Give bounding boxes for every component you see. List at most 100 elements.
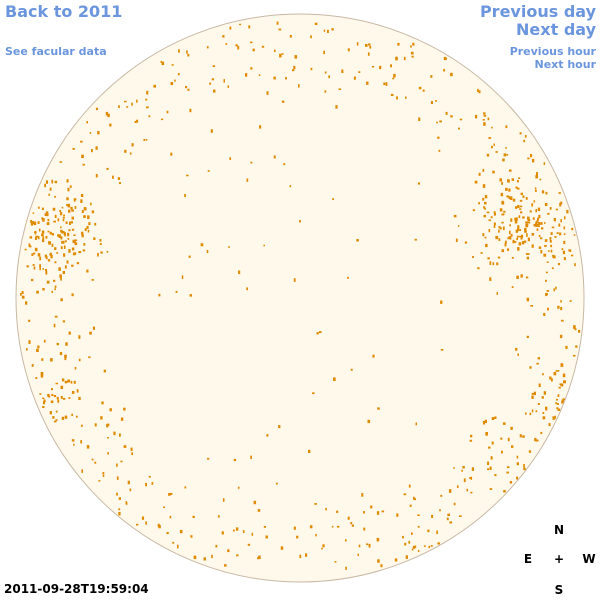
facula-mark (515, 347, 518, 351)
facula-mark (409, 504, 412, 507)
facula-mark (42, 397, 45, 400)
facula-mark (553, 218, 556, 222)
facula-mark (47, 230, 50, 233)
facula-mark (557, 370, 560, 372)
next-day-link[interactable]: Next day (516, 20, 596, 39)
facula-mark (64, 265, 67, 269)
facula-mark (544, 245, 547, 247)
facula-mark (51, 243, 54, 247)
facula-mark (500, 192, 504, 197)
facula-mark (484, 201, 487, 205)
facula-mark (75, 239, 78, 241)
facula-mark (562, 373, 566, 378)
facula-mark (490, 216, 493, 219)
facula-mark (55, 419, 58, 421)
facula-mark (543, 312, 546, 316)
facula-mark (487, 117, 490, 121)
facula-mark (526, 233, 528, 237)
facula-mark (289, 185, 292, 188)
see-facular-data-link[interactable]: See facular data (5, 45, 107, 58)
back-to-year-link[interactable]: Back to 2011 (5, 2, 123, 21)
facula-mark (519, 434, 522, 438)
facula-mark (81, 469, 83, 473)
facula-mark (336, 525, 340, 528)
facula-mark (37, 345, 40, 349)
facula-mark (178, 49, 180, 53)
facula-mark (151, 482, 154, 485)
facula-mark (39, 264, 41, 268)
facula-mark (296, 535, 299, 539)
facula-mark (508, 169, 512, 172)
facula-mark (560, 219, 562, 223)
previous-day-link[interactable]: Previous day (479, 2, 596, 21)
facula-mark (494, 474, 497, 477)
facula-mark (439, 120, 442, 123)
facula-mark (48, 193, 51, 196)
facula-mark (169, 492, 173, 495)
facula-mark (97, 252, 99, 257)
facula-mark (518, 242, 522, 246)
facula-mark (459, 515, 462, 517)
facula-mark (535, 224, 538, 227)
facula-mark (508, 196, 511, 200)
facula-mark (80, 140, 83, 143)
facula-mark (257, 557, 259, 560)
facula-mark (475, 114, 478, 119)
facula-mark (515, 229, 518, 233)
facula-mark (74, 366, 77, 370)
facula-mark (450, 115, 453, 118)
facula-mark (187, 88, 190, 91)
facula-mark (70, 221, 73, 224)
facula-mark (517, 247, 520, 251)
facula-mark (478, 172, 481, 176)
facula-mark (63, 245, 66, 249)
facula-mark (91, 458, 94, 461)
facula-mark (498, 238, 501, 241)
facula-mark (80, 193, 84, 197)
facula-mark (53, 323, 56, 328)
facula-mark (73, 234, 76, 236)
facula-mark (74, 206, 77, 209)
facula-mark (552, 254, 555, 258)
facula-mark (246, 178, 249, 182)
facula-mark (498, 229, 500, 233)
facula-mark (56, 342, 59, 346)
facula-mark (489, 466, 492, 470)
next-hour-link[interactable]: Next hour (534, 58, 597, 71)
facula-mark (393, 73, 396, 78)
facula-mark (71, 391, 75, 394)
facula-mark (575, 345, 578, 348)
facula-mark (427, 529, 430, 533)
facula-mark (46, 280, 50, 284)
facula-mark (93, 237, 96, 240)
facula-mark (62, 398, 66, 400)
facula-mark (123, 445, 127, 448)
compass-north: N (553, 523, 565, 537)
facula-mark (562, 250, 566, 255)
facula-mark (507, 236, 509, 240)
facula-mark (372, 354, 375, 358)
facula-mark (518, 215, 521, 218)
facula-mark (537, 207, 541, 211)
facula-mark (68, 249, 71, 253)
facula-mark (210, 129, 213, 133)
facula-mark (250, 41, 253, 44)
facula-mark (511, 445, 514, 448)
facula-mark (368, 43, 371, 46)
facula-mark (32, 212, 35, 214)
facula-mark (517, 180, 519, 183)
facula-mark (247, 543, 251, 546)
facula-mark (258, 555, 261, 560)
facula-mark (532, 217, 535, 220)
facula-mark (125, 502, 128, 505)
facula-mark (107, 437, 109, 439)
facula-mark (129, 488, 132, 492)
facula-mark (36, 290, 39, 294)
facula-mark (54, 214, 57, 218)
facula-mark (520, 274, 523, 278)
facula-mark (555, 398, 558, 401)
previous-hour-link[interactable]: Previous hour (509, 45, 596, 58)
facula-mark (520, 192, 523, 196)
facula-mark (266, 434, 269, 437)
facula-mark (157, 523, 160, 528)
